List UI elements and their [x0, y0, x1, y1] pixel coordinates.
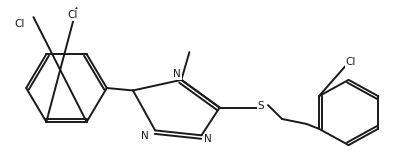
Text: N: N	[141, 131, 149, 141]
Text: Cl: Cl	[67, 10, 78, 20]
Text: Cl: Cl	[345, 57, 356, 67]
Text: N: N	[204, 134, 212, 144]
Text: S: S	[258, 101, 264, 111]
Text: N: N	[173, 69, 181, 79]
Text: Cl: Cl	[14, 19, 25, 29]
